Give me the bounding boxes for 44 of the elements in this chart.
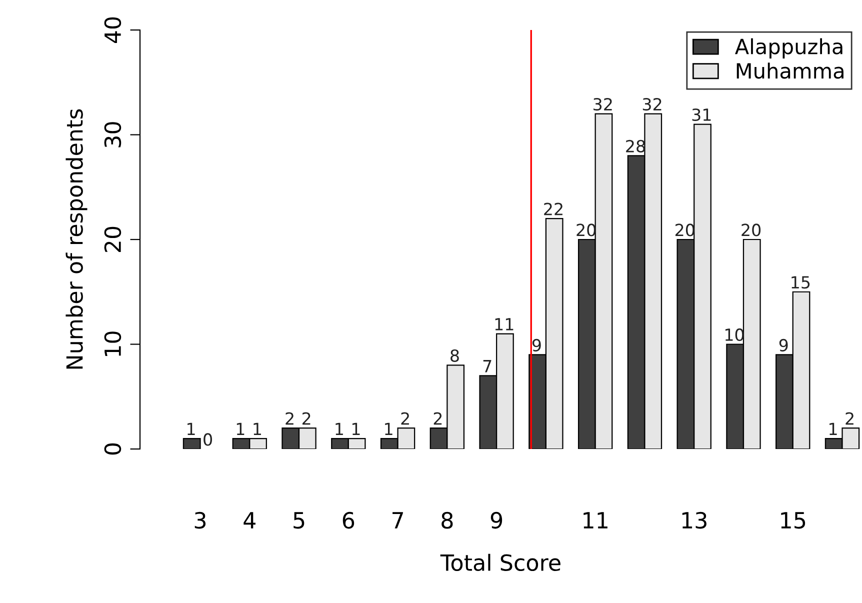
y-tick-label: 0 [104,443,122,455]
data-label: 32 [594,98,612,111]
data-label: 31 [692,108,711,122]
data-label: 2 [401,412,409,425]
x-tick-label: 8 [442,512,453,529]
data-label: 20 [742,224,761,236]
data-label: 9 [779,338,788,352]
bar [182,438,201,449]
y-tick-label: 10 [104,332,122,356]
legend-label: Muhamma [736,62,844,79]
data-label: 32 [642,98,662,111]
y-tick-label: 30 [104,122,122,148]
x-tick-label: 3 [194,512,206,529]
data-label: 2 [286,412,294,425]
data-label: 1 [385,422,392,436]
data-label: 11 [495,318,514,330]
legend-label: Alappuzha [734,38,842,58]
data-label: 1 [188,422,195,436]
data-label: 1 [254,422,261,436]
data-label: 1 [830,422,837,436]
data-label: 2 [434,412,442,425]
data-label: 9 [532,338,541,352]
data-label: 1 [352,422,360,436]
x-tick-label: 6 [342,512,354,529]
x-tick-label: 11 [584,512,608,528]
x-tick-label: 4 [244,512,256,528]
data-label: 1 [236,422,244,436]
data-label: 2 [302,412,310,425]
y-axis-title: Number of respondents [66,109,88,369]
x-tick-label: 13 [682,512,706,529]
data-label: 15 [792,276,810,289]
data-label: 22 [544,202,562,216]
data-label: 2 [846,412,854,425]
y-tick-label: 20 [104,226,122,252]
x-tick-label: 5 [294,512,304,529]
data-label: 0 [204,433,212,446]
y-tick-label: 40 [104,17,122,44]
data-label: 8 [450,349,459,362]
x-axis-title: Total Score [440,554,560,572]
x-tick-label: 9 [490,512,502,529]
data-label: 7 [483,360,492,372]
data-label: 1 [336,422,343,436]
x-tick-label: 7 [392,512,403,528]
x-tick-label: 15 [781,512,806,529]
